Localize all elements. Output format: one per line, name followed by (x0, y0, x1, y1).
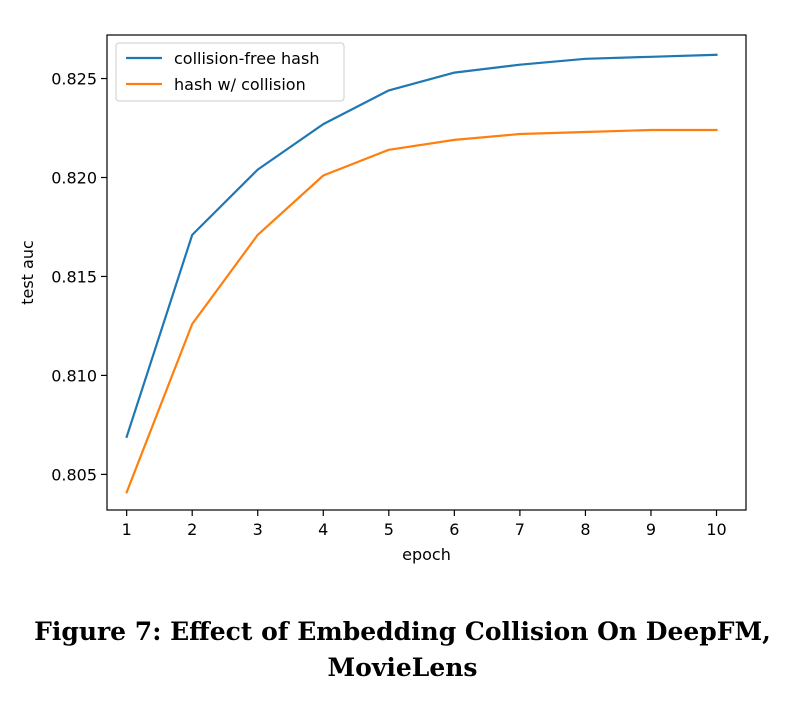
line-chart: 0.805 0.810 0.815 0.820 0.825 1 2 3 4 5 6 7 8 9 10 ep… (18, 34, 747, 564)
series-lines (125, 53, 718, 494)
y-tick-label: 0.820 (51, 169, 97, 188)
caption-line-1: Figure 7: Effect of Embedding Collision … (34, 617, 771, 646)
x-tick-label: 3 (253, 520, 263, 539)
x-tick-label: 8 (580, 520, 590, 539)
x-tick-label: 4 (318, 520, 328, 539)
y-tick-label: 0.815 (51, 267, 97, 286)
x-tick-label: 9 (646, 520, 656, 539)
figure-caption: Figure 7: Effect of Embedding Collision … (0, 614, 805, 686)
x-tick-label: 6 (449, 520, 459, 539)
y-tick-label: 0.810 (51, 366, 97, 385)
y-tick-label: 0.825 (51, 70, 97, 89)
y-tick-label: 0.805 (51, 465, 97, 484)
legend-label-2: hash w/ collision (174, 75, 306, 94)
legend-label-1: collision-free hash (174, 49, 319, 68)
series-line-1 (125, 53, 718, 439)
caption-line-2: MovieLens (327, 653, 478, 682)
x-tick-label: 10 (706, 520, 726, 539)
x-tick-label: 7 (515, 520, 525, 539)
legend: collision-free hash hash w/ collision (115, 42, 345, 102)
series-line-2 (125, 128, 718, 494)
x-axis-label: epoch (402, 545, 451, 564)
x-axis-ticks: 1 2 3 4 5 6 7 8 9 10 (122, 510, 727, 539)
y-axis-label: test auc (18, 240, 37, 305)
plot-frame (106, 34, 747, 511)
x-tick-label: 1 (122, 520, 132, 539)
x-tick-label: 5 (384, 520, 394, 539)
x-tick-label: 2 (187, 520, 197, 539)
y-axis-ticks: 0.805 0.810 0.815 0.820 0.825 (51, 70, 107, 484)
legend-box (115, 42, 345, 102)
